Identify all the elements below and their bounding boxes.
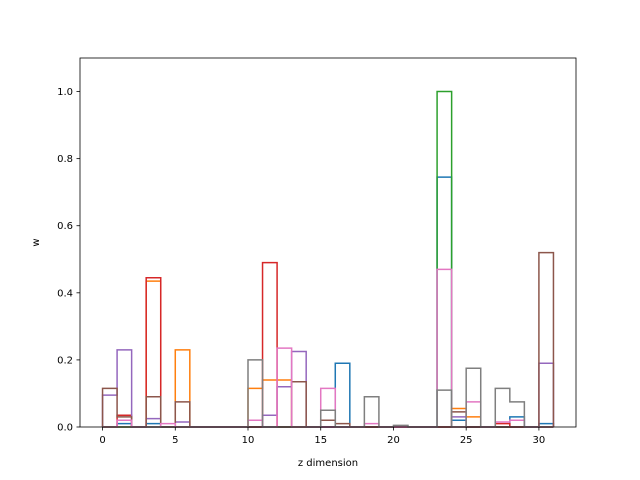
x-tick-label: 10 <box>242 435 255 446</box>
x-tick-label: 25 <box>460 435 473 446</box>
x-tick-label: 15 <box>314 435 327 446</box>
x-tick-label: 0 <box>99 435 105 446</box>
y-axis-label: w <box>31 238 42 246</box>
y-tick-label: 0.6 <box>57 221 73 232</box>
x-tick-label: 5 <box>172 435 178 446</box>
x-axis-ticks: 0 5 10 15 20 25 30 <box>99 427 545 446</box>
y-tick-label: 0.4 <box>57 288 73 299</box>
axes-frame <box>79 57 577 428</box>
y-axis-ticks: 0.0 0.2 0.4 0.6 0.8 1.0 <box>57 87 80 434</box>
x-axis-label: z dimension <box>298 458 358 469</box>
y-tick-label: 0.2 <box>57 355 73 366</box>
y-tick-label: 0.8 <box>57 154 73 165</box>
x-tick-label: 20 <box>387 435 400 446</box>
y-tick-label: 0.0 <box>57 423 73 434</box>
x-tick-label: 30 <box>533 435 546 446</box>
y-tick-label: 1.0 <box>57 87 73 98</box>
